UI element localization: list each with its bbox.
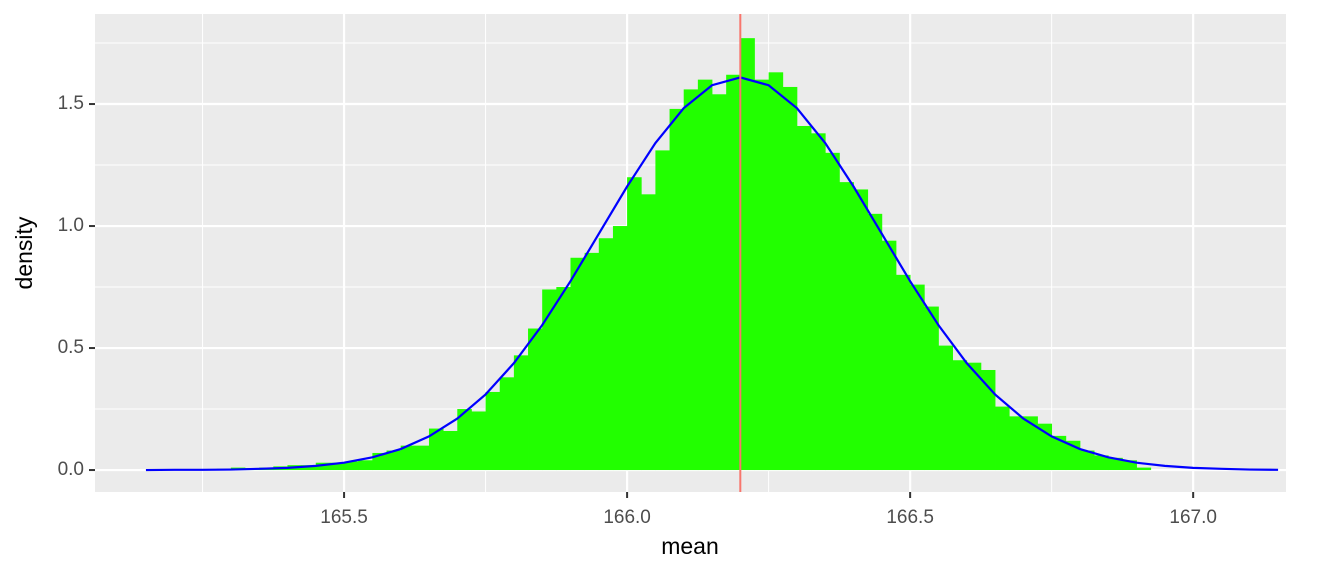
bar [938, 345, 953, 471]
y-axis-title: density [11, 216, 37, 289]
bar [867, 213, 883, 471]
bar [669, 108, 685, 471]
bar [457, 409, 472, 471]
bar [655, 150, 670, 471]
bar [712, 94, 727, 471]
bar [825, 152, 840, 471]
x-tick-label: 167.0 [1169, 507, 1217, 528]
bar [556, 287, 571, 471]
bar [1136, 467, 1152, 471]
bar [1094, 455, 1109, 471]
bar [315, 462, 331, 471]
bar [1108, 457, 1123, 471]
bar [627, 177, 642, 471]
bar [966, 362, 982, 471]
bar [697, 79, 713, 471]
bar [1079, 450, 1095, 471]
bar [952, 360, 968, 471]
bar [683, 89, 699, 471]
bar [782, 86, 798, 471]
bar [881, 240, 897, 471]
bar [528, 328, 543, 471]
bar [499, 377, 515, 471]
bar [726, 74, 741, 471]
bar [1009, 416, 1024, 471]
bar [301, 465, 317, 471]
bar [1122, 460, 1137, 471]
y-tick-label: 0.0 [58, 459, 84, 480]
bar [386, 450, 402, 471]
x-tick-label: 166.5 [886, 507, 934, 528]
bar [910, 284, 925, 471]
bar [1023, 416, 1038, 471]
bar [796, 125, 812, 471]
bar [641, 194, 656, 471]
x-tick-label: 166.0 [603, 507, 651, 528]
bar [414, 445, 430, 471]
y-tick-label: 1.5 [58, 93, 84, 114]
bar [612, 226, 628, 471]
bar [513, 355, 529, 471]
bar [1037, 423, 1053, 471]
bar [853, 189, 869, 471]
bar [358, 460, 373, 471]
bar [768, 72, 784, 471]
bar [839, 182, 854, 471]
bar [740, 38, 755, 471]
bar [995, 406, 1010, 471]
density-curve [145, 76, 1279, 472]
bar [471, 411, 486, 471]
bar [428, 428, 444, 471]
bar [443, 430, 458, 471]
y-tick-label: 1.0 [58, 215, 84, 236]
x-tick-label: 165.5 [320, 507, 368, 528]
bar [811, 133, 826, 471]
bar [584, 252, 600, 471]
bar [754, 79, 770, 471]
bar [895, 274, 911, 471]
y-tick-label: 0.5 [58, 337, 84, 358]
bar [924, 306, 939, 471]
bar [542, 289, 557, 471]
bar [570, 257, 586, 471]
bar [980, 369, 996, 471]
bar [329, 462, 345, 471]
bar [400, 445, 416, 471]
bar [598, 238, 614, 471]
x-axis-title: mean [661, 533, 719, 559]
bar [1051, 435, 1067, 471]
bar [485, 391, 501, 471]
bar [344, 461, 359, 471]
